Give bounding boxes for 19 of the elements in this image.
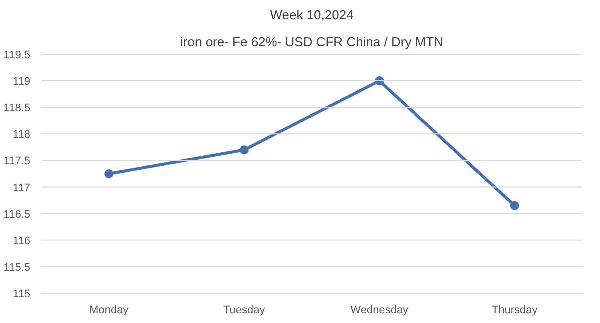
- y-tick-label: 119.5: [4, 50, 31, 62]
- point: [510, 201, 520, 210]
- y-tick-label: 119: [12, 76, 31, 88]
- y-tick-label: 117.5: [4, 156, 31, 168]
- y-tick-label: 118.5: [4, 102, 31, 115]
- x-tick-label: Wednesday: [350, 304, 410, 316]
- chart-subtitle: iron ore- Fe 62%- USD CFR China / Dry MTN: [180, 34, 444, 50]
- point: [104, 170, 114, 178]
- chart-title: Week 10,2024: [270, 8, 354, 22]
- x-tick-label: Tuesday: [223, 304, 266, 316]
- y-tick-label: 118: [12, 129, 31, 142]
- y-tick-label: 116.5: [4, 208, 31, 221]
- x-tick-label: Thursday: [492, 304, 538, 316]
- y-tick-label: 117: [12, 182, 31, 194]
- y-tick-label: 116: [12, 235, 31, 248]
- y-tick-label: 115: [12, 288, 31, 300]
- y-tick-label: 115.5: [4, 262, 31, 274]
- point: [240, 146, 249, 155]
- x-tick-label: Monday: [90, 304, 130, 316]
